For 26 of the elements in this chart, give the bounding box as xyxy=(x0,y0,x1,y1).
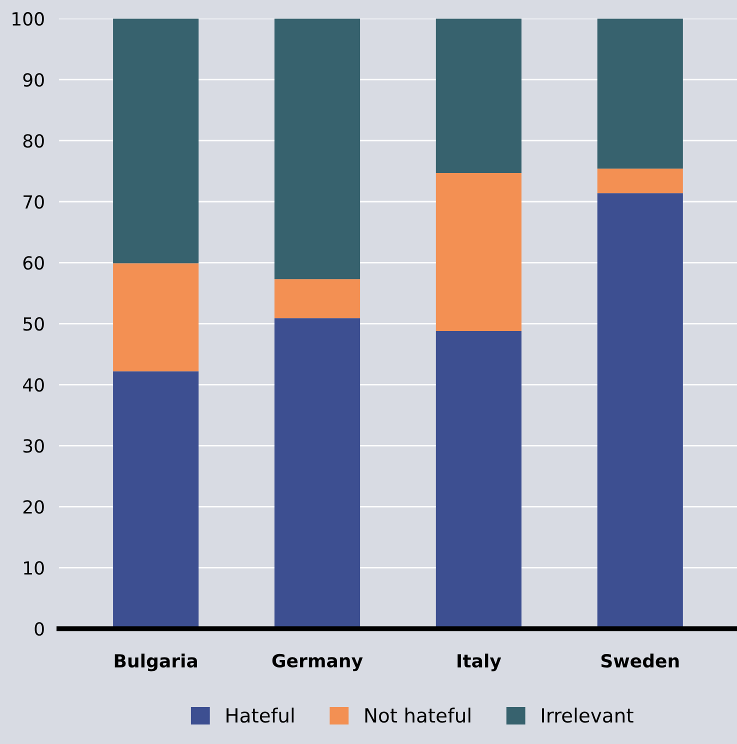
bar xyxy=(436,18,522,173)
y-tick-label: 50 xyxy=(23,317,44,331)
bar xyxy=(597,168,683,194)
y-tick-label: 90 xyxy=(23,73,44,87)
y-tick-label: 60 xyxy=(23,256,44,270)
y-tick-label: 10 xyxy=(24,561,44,575)
bar xyxy=(113,18,199,264)
y-tick-label: 100 xyxy=(12,12,44,26)
legend-label: Not hateful xyxy=(365,708,470,723)
y-tick-label: 80 xyxy=(23,134,44,148)
x-tick-label: Bulgaria xyxy=(114,654,197,672)
bar xyxy=(274,279,360,318)
legend-label: Hateful xyxy=(226,708,294,723)
y-tick-label: 20 xyxy=(23,500,44,514)
x-tick-label: Sweden xyxy=(601,654,679,668)
y-tick-label: 40 xyxy=(22,378,44,392)
y-tick-label: 70 xyxy=(24,195,44,209)
bar xyxy=(113,263,199,372)
x-tick-label: Italy xyxy=(458,654,502,672)
bar xyxy=(597,18,683,169)
x-tick-label: Germany xyxy=(272,654,363,672)
bar xyxy=(274,18,360,280)
y-tick-label: 30 xyxy=(23,439,44,453)
legend-label: Irrelevant xyxy=(542,708,634,723)
bar xyxy=(436,172,522,331)
y-tick-label: 0 xyxy=(34,622,44,636)
